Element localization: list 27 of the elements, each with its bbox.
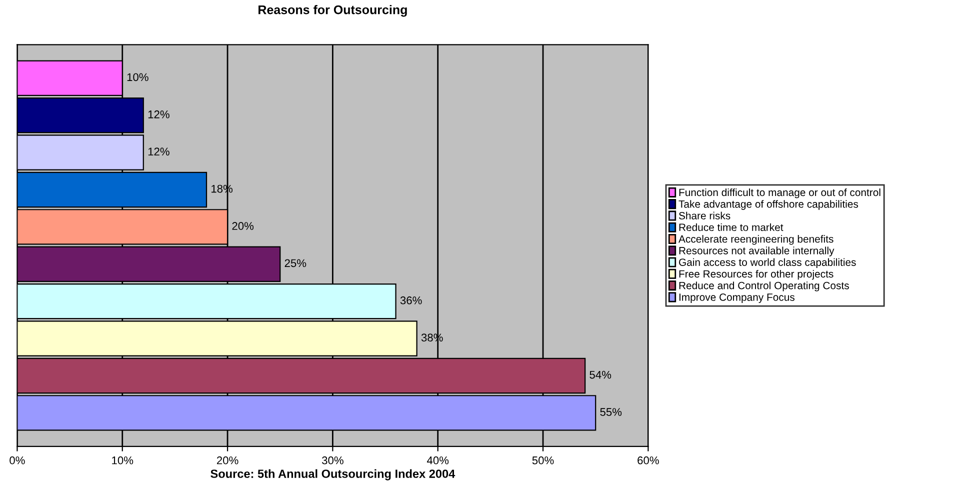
x-tick-label: 10% [112, 456, 134, 464]
legend-label: Improve Company Focus [679, 294, 794, 303]
x-tick-label: 60% [638, 456, 659, 464]
legend-label: Gain access to world class capabilities [679, 258, 856, 268]
legend-label: Resources not available internally [679, 246, 834, 256]
legend-label: Free Resources for other projects [679, 270, 834, 280]
x-tick-label: 50% [532, 456, 554, 464]
chart-title: Reasons for Outsourcing [258, 5, 407, 17]
legend-label: Accelerate reengineering benefits [678, 235, 834, 245]
x-axis-title: Source: 5th Annual Outsourcing Index 2004 [210, 469, 456, 480]
data-label: 20% [232, 222, 254, 230]
legend-label: Reduce and Control Operating Costs [679, 282, 849, 292]
legend-label: Function difficult to manage or out of control [679, 188, 880, 198]
legend-label: Reduce time to market [679, 223, 784, 232]
data-label: 25% [284, 259, 306, 268]
data-label: 10% [127, 73, 148, 82]
data-label: 12% [148, 148, 170, 156]
data-label: 55% [600, 408, 622, 416]
legend-label: Take advantage of offshore capabilities [678, 200, 858, 210]
data-label: 54% [590, 370, 612, 379]
legend-label: Share risks [678, 212, 730, 220]
data-label: 36% [400, 296, 422, 304]
x-tick-label: 0% [10, 456, 25, 464]
x-tick-label: 30% [322, 456, 344, 464]
x-tick-label: 40% [426, 456, 449, 464]
data-label: 12% [148, 110, 170, 118]
x-tick-label: 20% [216, 456, 238, 464]
